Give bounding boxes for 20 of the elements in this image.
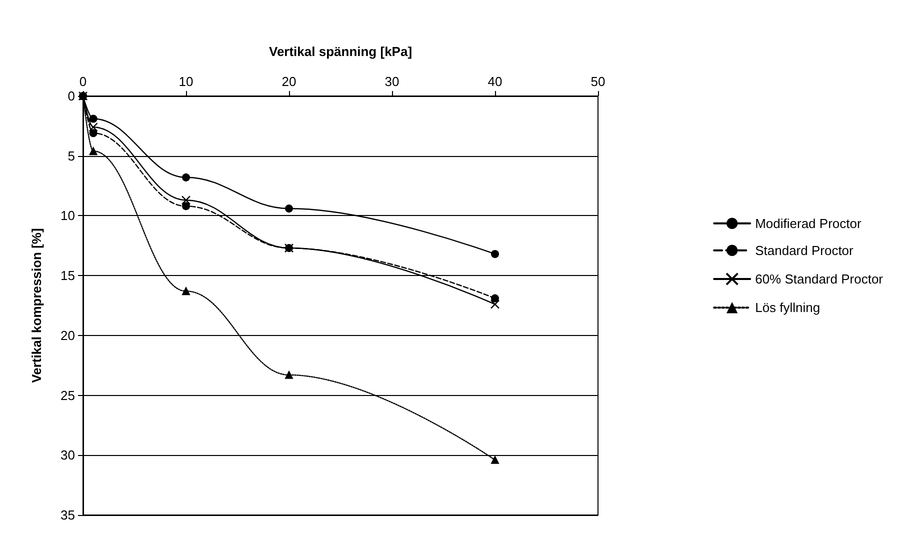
x-tick-label: 30 — [384, 74, 400, 89]
legend-label: 60% Standard Proctor — [755, 272, 884, 286]
x-tick-label: 40 — [488, 74, 502, 89]
y-tick-label: 0 — [68, 88, 75, 104]
x-tick-label: 10 — [178, 74, 194, 89]
y-tick-label: 25 — [60, 388, 75, 403]
legend-label: Lös fyllning — [755, 300, 820, 316]
y-tick-label: 35 — [60, 508, 75, 522]
x-tick-label: 0 — [79, 74, 87, 89]
y-tick-label: 20 — [60, 328, 75, 343]
y-tick-label: 10 — [60, 208, 75, 224]
x-tick-label: 20 — [282, 74, 296, 89]
y-axis-title: Vertikal kompression [%] — [29, 228, 44, 383]
legend-label: Modifierad Proctor — [755, 216, 862, 231]
y-tick-label: 5 — [68, 148, 75, 164]
legend-label: Standard Proctor — [755, 242, 854, 258]
x-tick-label: 50 — [590, 74, 606, 89]
x-axis-title: Vertikal spänning [kPa] — [268, 44, 412, 59]
y-tick-label: 15 — [60, 268, 75, 284]
y-tick-label: 30 — [60, 448, 75, 463]
